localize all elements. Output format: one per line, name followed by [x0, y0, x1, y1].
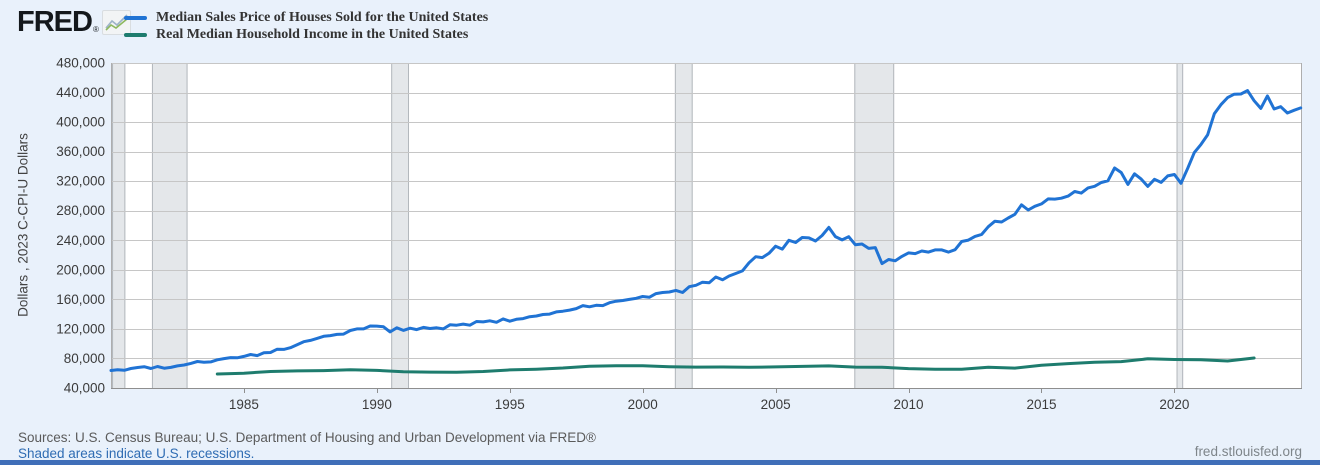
fred-site-link[interactable]: fred.stlouisfed.org — [1194, 444, 1302, 459]
fred-logo-text: FRED — [17, 6, 93, 38]
y-tick-label: 400,000 — [56, 115, 105, 130]
y-tick-label: 240,000 — [56, 233, 105, 248]
y-tick-label: 40,000 — [64, 381, 105, 396]
x-tick-label: 2000 — [628, 397, 658, 412]
recession-band — [854, 63, 895, 388]
y-tick-label: 360,000 — [56, 144, 105, 159]
y-tick-label: 200,000 — [56, 262, 105, 277]
x-tick-label: 2005 — [761, 397, 791, 412]
x-tick-label: 2010 — [894, 397, 924, 412]
y-tick-label: 480,000 — [56, 56, 105, 71]
fred-logo[interactable]: FRED ® — [17, 6, 131, 39]
legend-item-real-median-income: Real Median Household Income in the Unit… — [124, 26, 488, 43]
legend-swatch-green-line — [124, 32, 147, 37]
x-tick-label: 1995 — [495, 397, 525, 412]
recession-band — [151, 63, 188, 388]
recession-shading-link[interactable]: Shaded areas indicate U.S. recessions. — [18, 446, 255, 461]
x-tick-label: 2015 — [1026, 397, 1056, 412]
fred-logo-registered-mark: ® — [92, 25, 99, 34]
plot-background — [111, 63, 1302, 388]
y-tick-label: 320,000 — [56, 174, 105, 189]
series-line-median-sales-price — [109, 89, 1303, 372]
legend-label: Median Sales Price of Houses Sold for th… — [156, 10, 489, 25]
y-tick-label: 440,000 — [56, 85, 105, 100]
y-tick-label: 80,000 — [64, 351, 105, 366]
y-tick-label: 160,000 — [56, 292, 105, 307]
chart-legend: Median Sales Price of Houses Sold for th… — [124, 9, 488, 43]
y-tick-label: 280,000 — [56, 203, 105, 218]
source-attribution-text: Sources: U.S. Census Bureau; U.S. Depart… — [18, 430, 596, 445]
legend-swatch-blue-line — [124, 15, 147, 20]
x-tick-label: 1985 — [229, 397, 259, 412]
x-tick-label: 1990 — [362, 397, 392, 412]
recession-band — [1176, 63, 1184, 388]
bottom-accent-bar — [0, 460, 1320, 465]
legend-label: Real Median Household Income in the Unit… — [156, 27, 469, 42]
fred-logo-chart-icon — [101, 10, 131, 35]
recession-band — [112, 63, 126, 388]
x-tick-label: 2020 — [1159, 397, 1189, 412]
series-line-real-median-income — [215, 356, 1256, 376]
legend-item-median-sales-price: Median Sales Price of Houses Sold for th… — [124, 9, 488, 26]
recession-band — [391, 63, 410, 388]
y-tick-label: 120,000 — [56, 321, 105, 336]
recession-band — [674, 63, 693, 388]
